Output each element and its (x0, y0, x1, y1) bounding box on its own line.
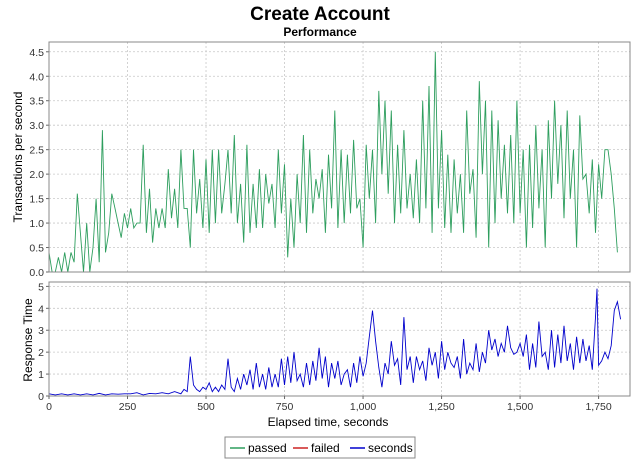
x-axis: 0 250 500 750 1,000 1,250 1,500 1,750 (46, 396, 612, 413)
legend-label-failed: failed (311, 441, 340, 455)
y-tick-label-resp: 5 (38, 281, 44, 293)
y-tick-label-tps: 1.0 (29, 218, 44, 230)
y-axis-label-transactions: Transactions per second (11, 92, 25, 223)
series-line-passed (48, 51, 618, 273)
legend-label-passed: passed (248, 441, 287, 455)
y-tick-label-resp: 1 (38, 369, 44, 381)
y-tick-label-tps: 2.0 (29, 169, 44, 181)
series-line-seconds (48, 288, 622, 396)
x-tick-label: 1,250 (428, 401, 454, 413)
transactions-panel: 0.0 0.5 1.0 1.5 2.0 2.5 3.0 3.5 4.0 4.5 (29, 41, 631, 279)
x-tick-label: 250 (119, 401, 137, 413)
y-axis-label-response: Response Time (21, 298, 35, 382)
y-tick-label-tps: 1.5 (29, 194, 44, 206)
plot-area-tps (49, 42, 630, 272)
legend-box (224, 436, 416, 459)
plot-area-resp (49, 282, 630, 396)
x-tick-label: 750 (276, 401, 294, 413)
y-tick-label-resp: 4 (38, 303, 44, 315)
x-tick-label: 500 (197, 401, 215, 413)
y-tick-label-tps: 3.0 (29, 120, 44, 132)
x-tick-label: 0 (46, 401, 52, 413)
chart-subtitle: Performance (283, 25, 357, 39)
x-tick-label: 1,750 (585, 401, 611, 413)
y-tick-label-tps: 0.5 (29, 243, 44, 255)
legend-label-seconds: seconds (368, 441, 413, 455)
legend: passed failed seconds (224, 436, 416, 459)
plot-frame-tps (48, 41, 631, 273)
response-time-panel: 0 1 2 3 4 5 (38, 281, 631, 403)
y-tick-label-tps: 2.5 (29, 145, 44, 157)
y-tick-label-resp: 3 (38, 325, 44, 337)
y-tick-label-tps: 3.5 (29, 96, 44, 108)
x-tick-label: 1,500 (507, 401, 533, 413)
x-axis-label: Elapsed time, seconds (268, 415, 389, 429)
chart-title: Create Account (250, 4, 390, 25)
y-tick-label-tps: 4.0 (29, 71, 44, 83)
x-tick-label: 1,000 (350, 401, 376, 413)
plot-frame-resp (48, 281, 631, 397)
y-tick-label-tps: 0.0 (29, 267, 44, 279)
y-tick-label-tps: 4.5 (29, 47, 44, 59)
y-tick-label-resp: 0 (38, 391, 44, 403)
y-tick-label-resp: 2 (38, 347, 44, 359)
